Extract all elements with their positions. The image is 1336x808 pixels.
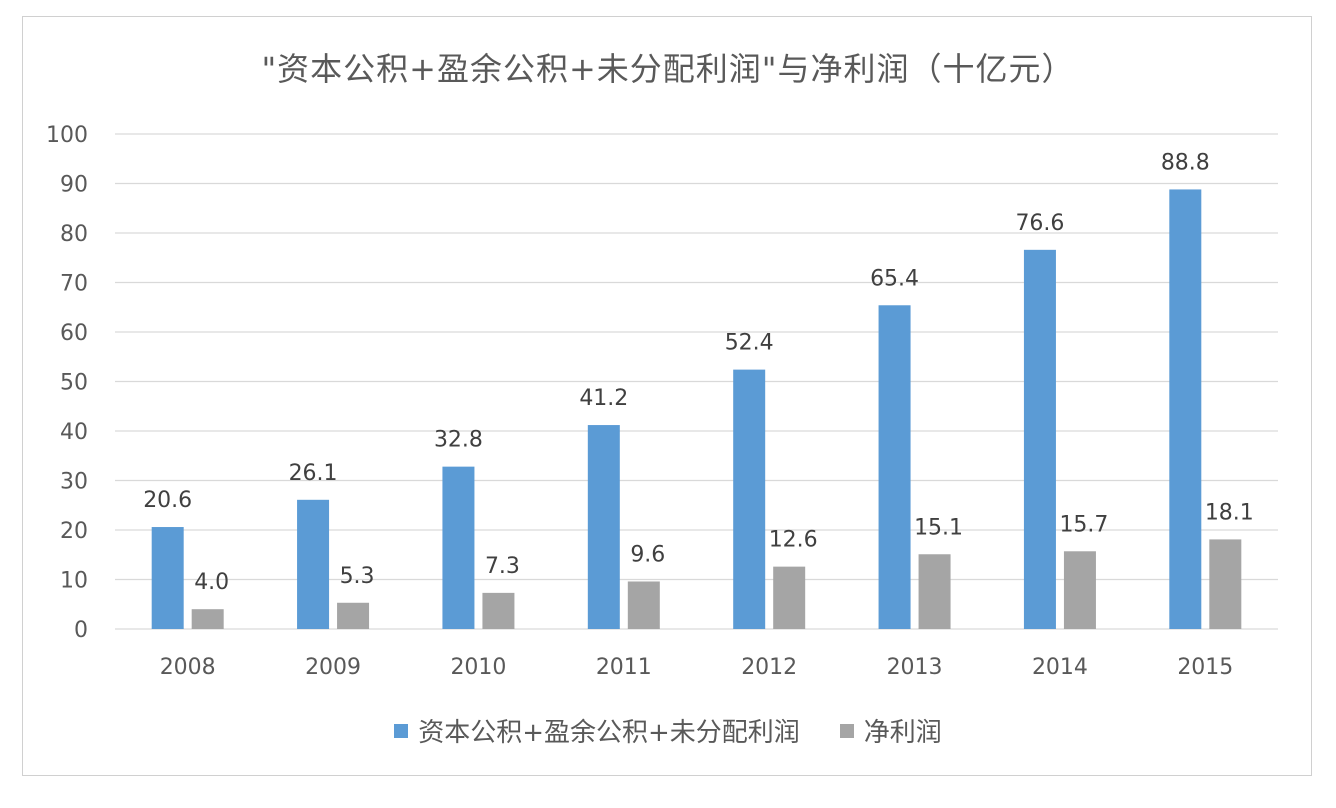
chart-frame bbox=[22, 16, 1312, 776]
data-label-series-2: 4.0 bbox=[194, 570, 229, 595]
y-tick-label: 40 bbox=[60, 420, 88, 445]
x-tick-label: 2009 bbox=[305, 655, 361, 680]
legend-item-series-2: 净利润 bbox=[839, 712, 942, 749]
y-tick-label: 90 bbox=[60, 173, 88, 198]
data-label-series-2: 7.3 bbox=[485, 554, 520, 579]
bar-series-2 bbox=[482, 592, 515, 629]
bar-series-1 bbox=[587, 425, 620, 629]
legend-swatch-series-1 bbox=[394, 723, 409, 738]
bar-series-2 bbox=[337, 602, 370, 629]
x-tick-label: 2013 bbox=[887, 655, 943, 680]
bars-layer bbox=[151, 189, 1242, 629]
x-axis: 2008 2009 2010 2011 2012 2013 2014 2015 bbox=[160, 655, 1234, 680]
data-label-series-2: 15.7 bbox=[1059, 512, 1108, 537]
y-tick-label: 100 bbox=[46, 123, 88, 148]
bar-series-2 bbox=[1063, 551, 1096, 629]
y-axis: 0 10 20 30 40 50 60 70 80 90 100 bbox=[46, 123, 88, 643]
bar-series-1 bbox=[733, 369, 766, 629]
data-label-series-2: 5.3 bbox=[340, 564, 375, 589]
bar-series-1 bbox=[1169, 189, 1202, 629]
y-tick-label: 80 bbox=[60, 222, 88, 247]
x-tick-label: 2015 bbox=[1177, 655, 1233, 680]
bar-series-2 bbox=[1209, 539, 1242, 629]
data-label-series-1: 76.6 bbox=[1015, 211, 1064, 236]
data-label-series-1: 32.8 bbox=[434, 428, 483, 453]
data-label-series-1: 65.4 bbox=[870, 266, 919, 291]
y-tick-label: 20 bbox=[60, 519, 88, 544]
data-label-series-1: 52.4 bbox=[725, 331, 774, 356]
data-label-series-1: 20.6 bbox=[143, 488, 192, 513]
legend-label-series-1: 资本公积+盈余公积+未分配利润 bbox=[418, 718, 800, 748]
x-tick-label: 2008 bbox=[160, 655, 216, 680]
data-label-series-1: 88.8 bbox=[1161, 150, 1210, 175]
x-tick-label: 2014 bbox=[1032, 655, 1088, 680]
bar-series-2 bbox=[918, 554, 951, 629]
data-label-series-1: 41.2 bbox=[579, 386, 628, 411]
data-label-series-2: 9.6 bbox=[630, 542, 665, 567]
bar-series-1 bbox=[878, 305, 911, 629]
y-tick-label: 30 bbox=[60, 470, 88, 495]
bar-series-1 bbox=[151, 527, 184, 629]
y-tick-label: 0 bbox=[74, 618, 88, 643]
grid-layer bbox=[115, 133, 1278, 630]
legend-label-series-2: 净利润 bbox=[863, 718, 942, 748]
legend: 资本公积+盈余公积+未分配利润 净利润 bbox=[0, 712, 1336, 749]
x-tick-label: 2010 bbox=[450, 655, 506, 680]
legend-item-series-1: 资本公积+盈余公积+未分配利润 bbox=[394, 712, 800, 749]
bar-series-2 bbox=[191, 609, 224, 629]
bar-series-1 bbox=[297, 499, 330, 629]
bar-series-2 bbox=[773, 566, 806, 629]
data-label-series-1: 26.1 bbox=[289, 461, 338, 486]
data-label-series-2: 12.6 bbox=[769, 528, 818, 553]
bar-series-1 bbox=[1023, 249, 1056, 629]
y-tick-label: 50 bbox=[60, 371, 88, 396]
legend-swatch-series-2 bbox=[839, 723, 854, 738]
data-label-series-2: 18.1 bbox=[1205, 500, 1254, 525]
y-tick-label: 60 bbox=[60, 321, 88, 346]
bar-series-2 bbox=[627, 581, 660, 629]
data-labels-layer: 20.6 4.0 26.1 5.3 32.8 7.3 41.2 9.6 52.4 12.6 65.4… bbox=[143, 150, 1254, 595]
x-tick-label: 2011 bbox=[596, 655, 652, 680]
y-tick-label: 10 bbox=[60, 569, 88, 594]
data-label-series-2: 15.1 bbox=[914, 515, 963, 540]
bar-series-1 bbox=[442, 466, 475, 629]
x-tick-label: 2012 bbox=[741, 655, 797, 680]
y-tick-label: 70 bbox=[60, 272, 88, 297]
chart-title: "资本公积+盈余公积+未分配利润"与净利润（十亿元） bbox=[261, 50, 1075, 88]
